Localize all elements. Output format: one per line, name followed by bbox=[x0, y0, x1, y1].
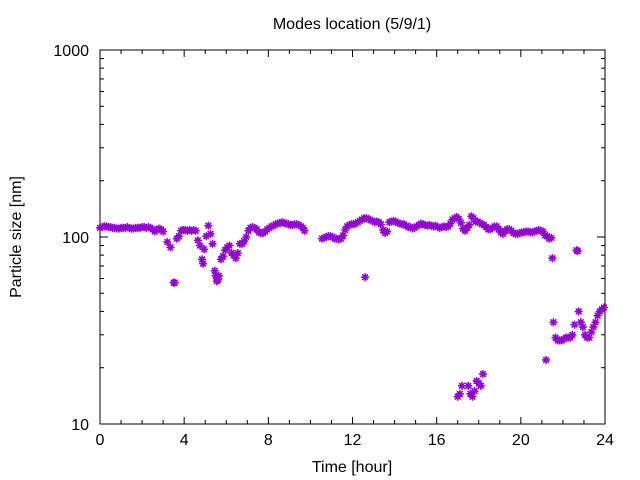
data-point bbox=[321, 232, 331, 242]
data-point bbox=[170, 278, 179, 287]
data-point bbox=[446, 219, 455, 228]
data-point bbox=[208, 239, 217, 248]
data-point bbox=[589, 322, 598, 332]
data-point bbox=[468, 392, 477, 401]
data-point bbox=[456, 218, 466, 228]
data-point bbox=[317, 234, 327, 243]
data-point bbox=[574, 307, 583, 316]
data-point bbox=[548, 254, 557, 263]
y-tick-label: 100 bbox=[62, 230, 89, 247]
data-point bbox=[455, 389, 465, 399]
data-point bbox=[206, 229, 215, 239]
data-point bbox=[231, 254, 240, 263]
data-point bbox=[336, 234, 346, 243]
data-point bbox=[199, 245, 209, 254]
data-point bbox=[340, 225, 350, 235]
x-tick-label: 20 bbox=[512, 432, 530, 449]
data-point bbox=[587, 327, 596, 337]
data-point bbox=[457, 381, 467, 391]
x-tick-label: 4 bbox=[180, 432, 189, 449]
data-point bbox=[464, 381, 473, 391]
data-point bbox=[476, 381, 486, 391]
data-point bbox=[166, 243, 175, 252]
data-point bbox=[242, 232, 251, 242]
data-point bbox=[545, 234, 554, 243]
x-tick-label: 12 bbox=[344, 432, 362, 449]
data-point bbox=[174, 231, 184, 241]
data-point bbox=[298, 223, 308, 232]
data-point bbox=[568, 330, 577, 339]
data-point bbox=[218, 251, 228, 261]
data-point bbox=[376, 220, 386, 229]
data-point bbox=[578, 322, 588, 332]
data-point bbox=[470, 386, 479, 396]
data-point bbox=[225, 241, 234, 250]
data-point bbox=[195, 241, 205, 250]
data-point bbox=[216, 255, 226, 264]
data-point bbox=[478, 369, 488, 379]
data-point bbox=[591, 318, 600, 327]
data-point bbox=[191, 226, 200, 235]
x-tick-label: 8 bbox=[264, 432, 273, 449]
y-tick-label: 1000 bbox=[53, 43, 89, 60]
data-point bbox=[599, 303, 609, 312]
data-point bbox=[576, 318, 586, 327]
data-point bbox=[202, 231, 211, 241]
data-point bbox=[573, 246, 582, 256]
x-tick-label: 16 bbox=[428, 432, 446, 449]
x-axis-label: Time [hour] bbox=[312, 459, 392, 476]
y-axis-label: Particle size [nm] bbox=[8, 176, 25, 298]
x-tick-label: 0 bbox=[96, 432, 105, 449]
data-point bbox=[454, 214, 463, 224]
data-point bbox=[204, 221, 213, 230]
plot-area: 0 4 8 12 16 20 24 10 100 1000 bbox=[53, 43, 614, 449]
data-point bbox=[239, 236, 249, 246]
data-point bbox=[213, 275, 223, 285]
data-point bbox=[469, 214, 478, 223]
x-tick-label: 24 bbox=[596, 432, 614, 449]
y-tick-label: 10 bbox=[71, 417, 89, 434]
data-point bbox=[233, 248, 243, 258]
data-point bbox=[158, 227, 168, 236]
data-point bbox=[214, 271, 224, 281]
data-point bbox=[593, 311, 602, 320]
data-point bbox=[338, 231, 348, 240]
data-point bbox=[383, 227, 392, 236]
chart-title: Modes location (5/9/1) bbox=[273, 16, 431, 33]
data-point bbox=[585, 333, 594, 342]
data-point bbox=[541, 355, 551, 365]
data-point bbox=[334, 235, 344, 244]
data-point bbox=[210, 266, 219, 275]
data-point bbox=[193, 236, 203, 245]
data-point bbox=[549, 318, 558, 327]
data-point bbox=[538, 227, 548, 236]
data-point bbox=[163, 237, 172, 247]
data-point bbox=[465, 220, 474, 230]
data-point bbox=[332, 234, 341, 243]
data-point bbox=[360, 272, 370, 282]
data-point bbox=[300, 226, 309, 235]
data-point bbox=[326, 231, 335, 241]
data-point bbox=[198, 259, 208, 268]
data-point bbox=[547, 233, 556, 243]
data-point bbox=[319, 233, 329, 243]
data-point bbox=[570, 320, 579, 329]
data-point bbox=[197, 255, 207, 264]
